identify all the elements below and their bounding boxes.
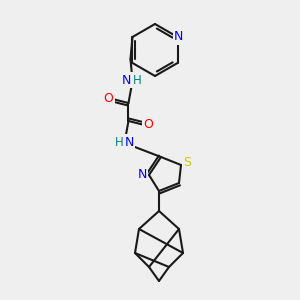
Text: H: H [133, 74, 142, 86]
Text: N: N [122, 74, 131, 86]
Text: N: N [125, 136, 134, 148]
Text: S: S [183, 157, 191, 169]
Text: N: N [174, 31, 183, 44]
Text: H: H [115, 136, 124, 148]
Text: N: N [137, 169, 147, 182]
Text: O: O [103, 92, 113, 104]
Text: O: O [143, 118, 153, 131]
